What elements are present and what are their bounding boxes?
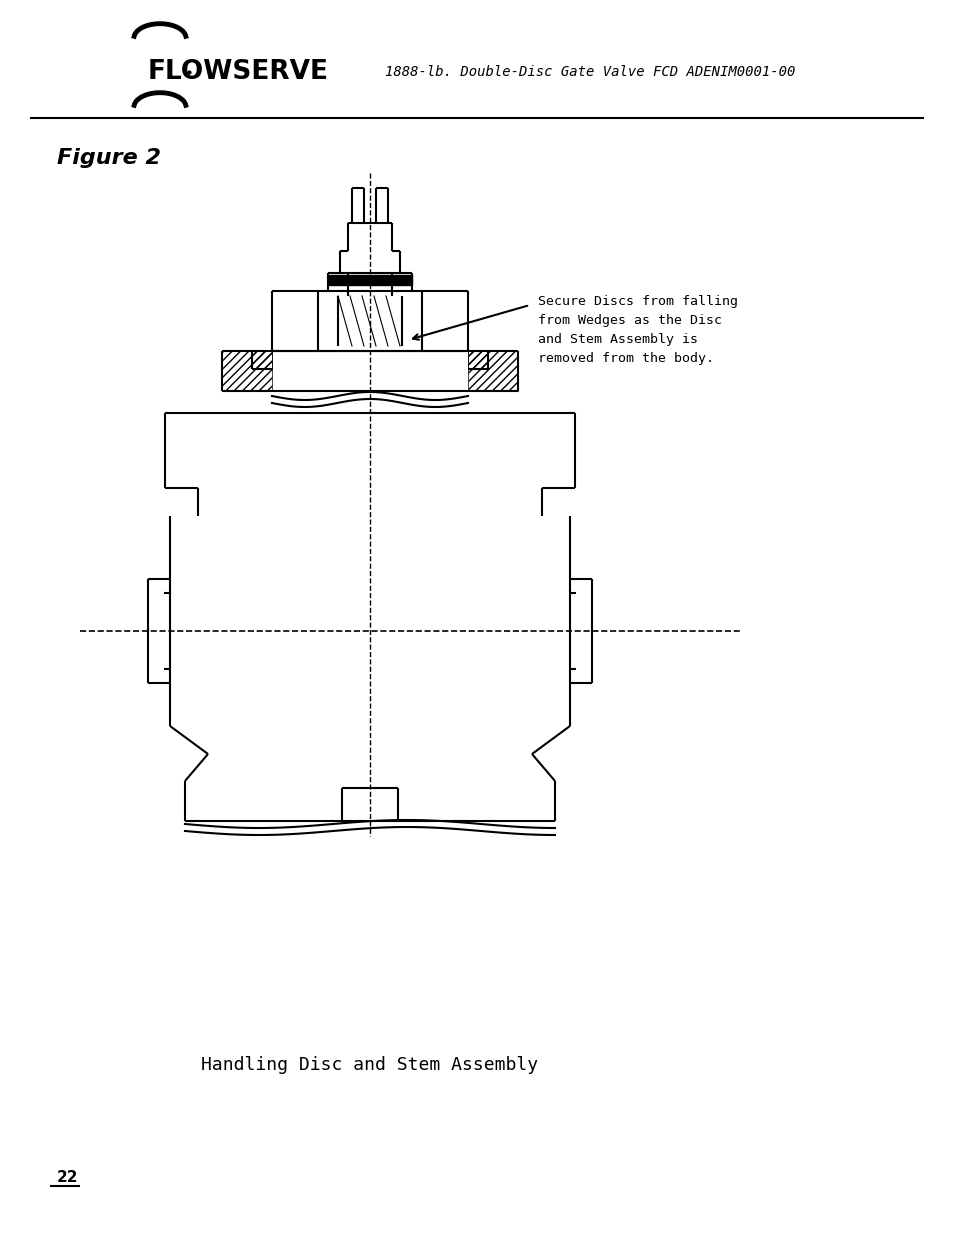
Text: FLOWSERVE: FLOWSERVE xyxy=(148,59,329,85)
Text: Handling Disc and Stem Assembly: Handling Disc and Stem Assembly xyxy=(201,1056,538,1074)
Text: Secure Discs from falling
from Wedges as the Disc
and Stem Assembly is
removed f: Secure Discs from falling from Wedges as… xyxy=(537,295,738,366)
Text: 1888-lb. Double-Disc Gate Valve FCD ADENIM0001-00: 1888-lb. Double-Disc Gate Valve FCD ADEN… xyxy=(384,65,795,79)
Text: Figure 2: Figure 2 xyxy=(57,148,161,168)
Polygon shape xyxy=(328,275,412,285)
Text: 22: 22 xyxy=(57,1171,78,1186)
